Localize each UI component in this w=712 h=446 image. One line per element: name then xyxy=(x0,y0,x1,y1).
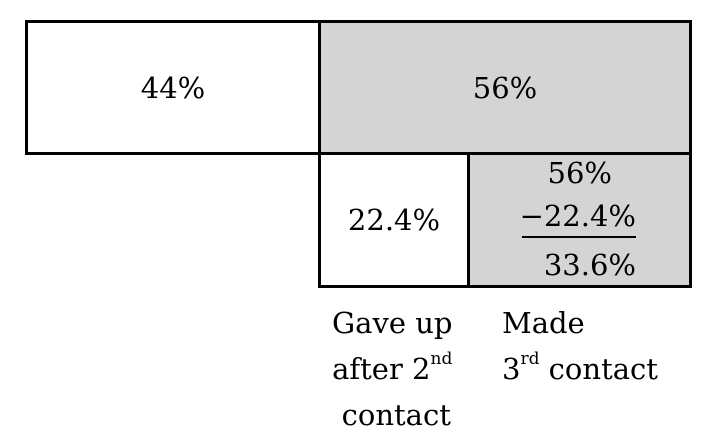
subtraction-subtrahend: −22.4% xyxy=(519,199,636,233)
box-made-contact xyxy=(467,152,692,288)
label-made-contact-line1: Made xyxy=(502,306,585,340)
label-gave-up-line2: after 2nd xyxy=(332,349,453,386)
label-gave-up-line1: Gave up xyxy=(332,306,453,340)
subtraction-rule xyxy=(522,236,636,238)
box-44-percent-label: 44% xyxy=(140,70,206,105)
box-56-percent: 56% xyxy=(318,20,692,155)
label-gave-up: Gave up after 2nd contact xyxy=(332,300,452,438)
label-gave-up-line2-main: after 2 xyxy=(332,352,431,386)
label-made-contact-line2-main: 3 xyxy=(502,352,521,386)
label-made-contact-line2-rest: contact xyxy=(539,352,658,386)
label-made-contact-line2-sup: rd xyxy=(520,349,540,370)
subtraction-result: 33.6% xyxy=(543,248,636,282)
box-gave-up: 22.4% xyxy=(318,152,470,288)
label-made-contact-line2: 3rd contact xyxy=(502,349,658,386)
subtraction-work: 56% −22.4% 33.6% xyxy=(519,155,642,285)
box-gave-up-label: 22.4% xyxy=(347,203,441,237)
label-gave-up-line2-sup: nd xyxy=(430,349,453,370)
label-made-contact: Made 3rd contact xyxy=(502,300,658,392)
label-gave-up-line3: contact xyxy=(341,398,451,432)
subtraction-minuend: 56% xyxy=(547,156,612,190)
box-56-percent-label: 56% xyxy=(472,70,538,105)
box-44-percent: 44% xyxy=(25,20,321,155)
